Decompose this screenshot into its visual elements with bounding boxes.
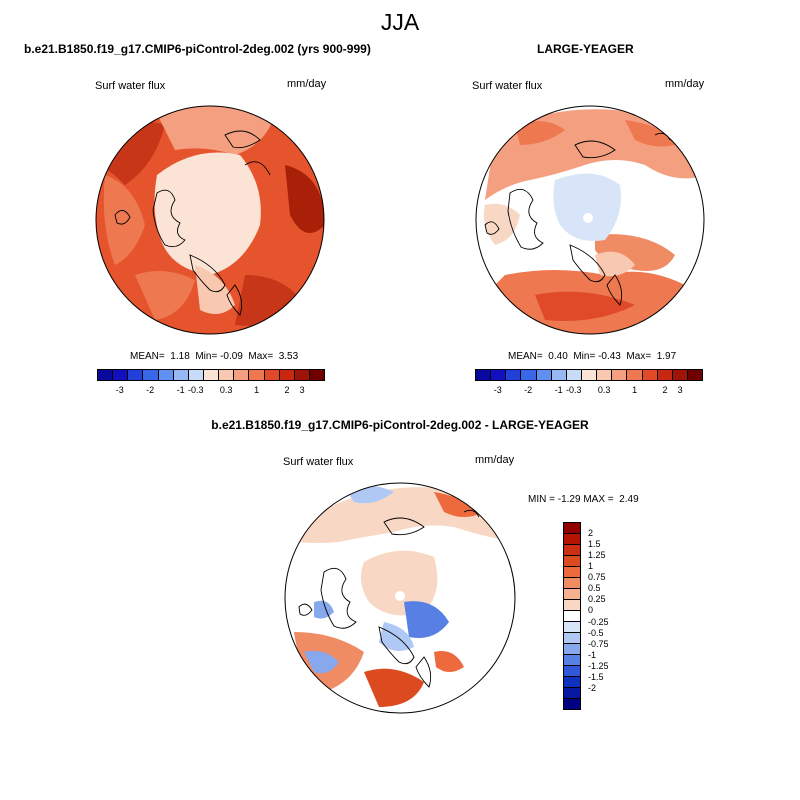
panel-3-colorbar-swatch xyxy=(564,523,580,534)
panel-2-colorbar-tick-label: 2 xyxy=(662,385,668,395)
panel-2-colorbar-tick-label: -3 xyxy=(493,385,502,395)
panel-3-colorbar-tick-label: 1.25 xyxy=(588,550,606,561)
panel-1-units-label: mm/day xyxy=(287,78,327,90)
panel-2-colorbar-tick-label: 3 xyxy=(677,385,683,395)
panel-1-colorbar-swatch xyxy=(188,370,204,380)
panel-3-colorbar-tick-label: 2 xyxy=(588,528,594,539)
panel-3-colorbar-tick-label: 0.75 xyxy=(588,572,606,583)
panel-1-colorbar-swatch xyxy=(98,370,114,380)
panel-1-colorbar-swatch xyxy=(309,370,325,380)
panel-2-colorbar-swatch xyxy=(597,370,613,380)
panel-2-colorbar-swatch xyxy=(642,370,658,380)
panel-3-colorbar xyxy=(563,522,581,710)
panel-2-colorbar-tick-label: 0.3 xyxy=(597,385,611,395)
panel-2-units-label: mm/day xyxy=(665,78,705,90)
panel-2-title: LARGE-YEAGER xyxy=(537,42,634,56)
panel-2-polar-map xyxy=(475,105,705,335)
panel-3-colorbar-swatch xyxy=(564,578,580,589)
panel-2-colorbar xyxy=(475,369,703,381)
panel-3-colorbar-tick-label: 1 xyxy=(588,561,594,572)
panel-2-colorbar-tick-label: -1 xyxy=(554,385,563,395)
panel-3-colorbar-tick-label: -0.25 xyxy=(588,616,609,627)
panel-1-colorbar-swatch xyxy=(249,370,265,380)
panel-1-title: b.e21.B1850.f19_g17.CMIP6-piControl-2deg… xyxy=(24,42,371,56)
panel-2-colorbar-swatch xyxy=(672,370,688,380)
panel-3-colorbar-swatch xyxy=(564,622,580,633)
panel-3-colorbar-swatch xyxy=(564,556,580,567)
panel-2-colorbar-swatch xyxy=(506,370,522,380)
panel-2-stats: MEAN= 0.40 Min= -0.43 Max= 1.97 xyxy=(508,351,677,362)
panel-1-colorbar-swatch xyxy=(264,370,280,380)
panel-1-colorbar xyxy=(97,369,325,381)
panel-3-colorbar-tick-label: -1.5 xyxy=(588,671,604,682)
panel-3-colorbar-tick-label: -1 xyxy=(588,649,597,660)
panel-1-colorbar-tick-label: -3 xyxy=(115,385,124,395)
panel-3-colorbar-swatch xyxy=(564,611,580,622)
panel-3-colorbar-tick-label: -0.75 xyxy=(588,638,609,649)
panel-2-colorbar-tick-label: 1 xyxy=(632,385,638,395)
panel-2-colorbar-swatch xyxy=(521,370,537,380)
panel-3-colorbar-tick-label: 1.5 xyxy=(588,539,601,550)
panel-2-colorbar-swatch xyxy=(566,370,582,380)
panel-3-stats: MIN = -1.29 MAX = 2.49 xyxy=(528,494,639,505)
panel-2-colorbar-swatch xyxy=(687,370,703,380)
panel-3-colorbar-swatch xyxy=(564,589,580,600)
panel-2-colorbar-swatch xyxy=(612,370,628,380)
panel-3-colorbar-swatch xyxy=(564,567,580,578)
panel-3-colorbar-swatch xyxy=(564,666,580,677)
panel-3-colorbar-tick-label: -2 xyxy=(588,682,597,693)
panel-3-units-label: mm/day xyxy=(475,454,515,466)
panel-2-colorbar-swatch xyxy=(476,370,492,380)
panel-2-colorbar-swatch xyxy=(551,370,567,380)
panel-1-colorbar-tick-label: 3 xyxy=(299,385,305,395)
panel-1-colorbar-swatch xyxy=(294,370,310,380)
panel-2-colorbar-swatch xyxy=(491,370,507,380)
panel-1-polar-map xyxy=(95,105,325,335)
panel-2-variable-label: Surf water flux xyxy=(472,80,543,92)
panel-3-colorbar-swatch xyxy=(564,644,580,655)
panel-1-colorbar-swatch xyxy=(173,370,189,380)
panel-3-title: b.e21.B1850.f19_g17.CMIP6-piControl-2deg… xyxy=(211,418,589,432)
panel-3-colorbar-tick-label: 0 xyxy=(588,605,594,616)
panel-3-colorbar-swatch xyxy=(564,655,580,666)
panel-1-variable-label: Surf water flux xyxy=(95,80,166,92)
panel-1-colorbar-swatch xyxy=(143,370,159,380)
panel-2-colorbar-tick-label: -2 xyxy=(524,385,533,395)
panel-3-colorbar-swatch xyxy=(564,688,580,699)
season-title: JJA xyxy=(380,9,420,35)
panel-2-colorbar-swatch xyxy=(581,370,598,380)
panel-1-colorbar-tick-label: -2 xyxy=(146,385,155,395)
panel-1-colorbar-tick-label: -0.3 xyxy=(188,385,204,395)
panel-1-colorbar-swatch xyxy=(113,370,129,380)
panel-3-colorbar-swatch xyxy=(564,699,580,709)
panel-1-colorbar-tick-label: 2 xyxy=(284,385,290,395)
panel-3-colorbar-swatch xyxy=(564,534,580,545)
panel-2-colorbar-swatch xyxy=(657,370,673,380)
panel-1-colorbar-swatch xyxy=(128,370,144,380)
panel-2-colorbar-tick-label: -0.3 xyxy=(566,385,582,395)
panel-1-colorbar-tick-label: 1 xyxy=(254,385,260,395)
panel-3-colorbar-swatch xyxy=(564,600,580,611)
panel-3-colorbar-tick-label: -1.25 xyxy=(588,660,609,671)
panel-1-colorbar-swatch xyxy=(203,370,220,380)
panel-3-polar-map xyxy=(284,482,516,714)
panel-1-colorbar-swatch xyxy=(234,370,250,380)
panel-2-colorbar-swatch xyxy=(536,370,552,380)
panel-1-colorbar-swatch xyxy=(158,370,174,380)
panel-3-colorbar-swatch xyxy=(564,633,580,644)
panel-3-colorbar-tick-label: 0.25 xyxy=(588,594,606,605)
panel-3-colorbar-tick-label: 0.5 xyxy=(588,583,601,594)
panel-1-colorbar-swatch xyxy=(219,370,235,380)
panel-1-colorbar-swatch xyxy=(279,370,295,380)
panel-1-colorbar-tick-label: -1 xyxy=(176,385,185,395)
panel-2-colorbar-swatch xyxy=(627,370,643,380)
panel-3-colorbar-swatch xyxy=(564,677,580,688)
panel-1-colorbar-tick-label: 0.3 xyxy=(219,385,233,395)
panel-3-variable-label: Surf water flux xyxy=(283,456,354,468)
panel-3-colorbar-swatch xyxy=(564,545,580,556)
panel-1-stats: MEAN= 1.18 Min= -0.09 Max= 3.53 xyxy=(130,351,299,362)
panel-3-colorbar-tick-label: -0.5 xyxy=(588,627,604,638)
